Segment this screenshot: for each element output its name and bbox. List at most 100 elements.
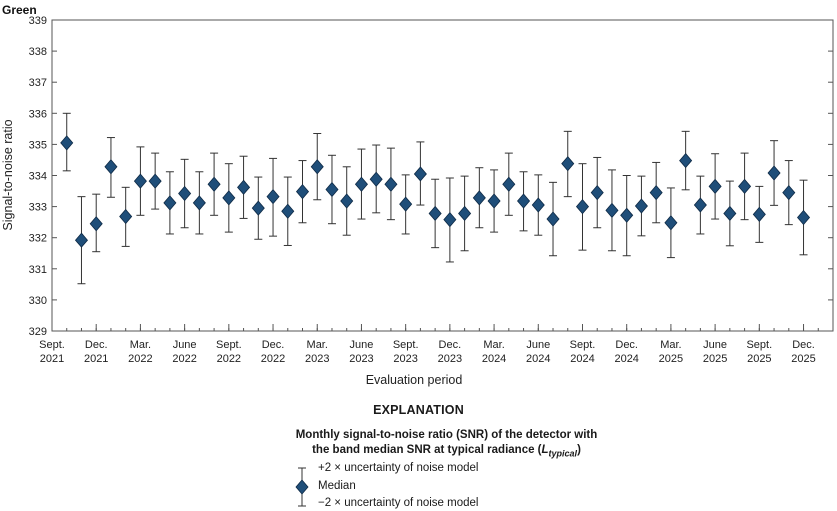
x-tick-label: Sept. bbox=[393, 339, 419, 351]
median-marker bbox=[634, 198, 648, 214]
median-marker bbox=[89, 216, 103, 232]
data-point bbox=[60, 112, 74, 172]
x-tick-label: Sept. bbox=[216, 339, 242, 351]
legend-median-label: Median bbox=[318, 480, 356, 492]
data-point bbox=[119, 186, 133, 247]
caption-line-2-suffix: ) bbox=[577, 444, 581, 456]
x-tick-label: Sept. bbox=[39, 339, 65, 351]
x-tick-label-year: 2021 bbox=[84, 353, 108, 365]
data-point bbox=[458, 175, 472, 252]
x-tick-label-year: 2023 bbox=[393, 353, 417, 365]
data-point bbox=[634, 175, 648, 237]
data-point bbox=[295, 160, 310, 224]
data-point bbox=[192, 171, 206, 235]
median-marker bbox=[178, 185, 192, 202]
median-marker bbox=[207, 176, 221, 192]
data-point bbox=[104, 137, 118, 198]
data-point bbox=[237, 155, 251, 219]
y-axis-title: Signal-to-noise ratio bbox=[1, 119, 15, 230]
data-point bbox=[664, 187, 678, 259]
median-marker bbox=[310, 159, 324, 175]
median-marker bbox=[354, 176, 368, 192]
x-tick-label-year: 2022 bbox=[217, 353, 241, 365]
median-marker bbox=[649, 184, 663, 201]
data-point bbox=[369, 144, 383, 214]
median-marker bbox=[561, 156, 575, 172]
x-axis: Sept. 2021 Dec. 2021 Mar. 2022 June 2022 Sept. 20… bbox=[39, 324, 834, 365]
median-marker bbox=[340, 193, 354, 209]
data-point bbox=[413, 141, 427, 206]
x-tick-label: Sept. bbox=[570, 339, 596, 351]
data-point bbox=[679, 130, 693, 191]
x-tick-label-year: 2025 bbox=[659, 353, 683, 365]
y-tick-label: 331 bbox=[29, 264, 47, 276]
data-point bbox=[605, 169, 619, 252]
data-point bbox=[561, 130, 575, 198]
median-marker bbox=[399, 196, 413, 212]
median-marker bbox=[738, 178, 752, 194]
median-marker bbox=[767, 165, 781, 181]
x-tick-label: Mar. bbox=[660, 339, 681, 351]
data-point bbox=[89, 193, 103, 253]
x-tick-label-year: 2024 bbox=[614, 353, 638, 365]
data-point bbox=[782, 160, 796, 226]
data-points bbox=[60, 112, 811, 285]
x-tick-label-year: 2021 bbox=[40, 353, 64, 365]
y-tick-label: 339 bbox=[29, 15, 47, 27]
data-point bbox=[797, 179, 811, 256]
median-marker bbox=[413, 166, 427, 182]
data-point bbox=[767, 140, 781, 206]
data-point bbox=[708, 153, 722, 220]
median-marker bbox=[679, 152, 693, 169]
data-point bbox=[443, 177, 457, 263]
explanation-heading: EXPLANATION bbox=[373, 403, 464, 417]
caption-symbol: L bbox=[541, 444, 549, 456]
data-point bbox=[546, 181, 560, 257]
median-marker bbox=[546, 211, 560, 227]
data-point bbox=[723, 180, 737, 247]
median-marker bbox=[605, 202, 619, 218]
median-marker bbox=[620, 207, 634, 223]
x-tick-label: Dec. bbox=[439, 339, 462, 351]
y-tick-label: 337 bbox=[29, 77, 47, 89]
x-tick-label: Dec. bbox=[792, 339, 815, 351]
x-tick-label: Mar. bbox=[483, 339, 504, 351]
caption-line-2-prefix: the band median SNR at typical radiance … bbox=[312, 444, 542, 456]
x-tick-label: June bbox=[173, 339, 197, 351]
data-point bbox=[148, 152, 162, 210]
y-tick-label: 338 bbox=[29, 46, 47, 58]
median-marker bbox=[60, 135, 74, 151]
median-marker bbox=[517, 193, 531, 209]
x-tick-label-year: 2025 bbox=[703, 353, 727, 365]
median-marker bbox=[222, 190, 236, 206]
y-tick-label: 336 bbox=[29, 108, 47, 120]
median-marker bbox=[443, 212, 457, 228]
median-marker bbox=[281, 203, 295, 219]
data-point bbox=[502, 152, 516, 216]
median-marker bbox=[295, 184, 310, 200]
data-point bbox=[178, 158, 192, 229]
data-point bbox=[163, 171, 177, 235]
data-point bbox=[207, 152, 221, 216]
median-marker bbox=[531, 197, 545, 213]
caption-line-1: Monthly signal-to-noise ratio (SNR) of t… bbox=[295, 429, 598, 441]
median-marker bbox=[251, 200, 265, 216]
explanation-caption: Monthly signal-to-noise ratio (SNR) of t… bbox=[0, 428, 837, 461]
median-marker bbox=[502, 176, 516, 192]
x-tick-label: Dec. bbox=[85, 339, 108, 351]
x-tick-label-year: 2025 bbox=[747, 353, 771, 365]
median-marker bbox=[472, 190, 486, 206]
x-tick-label-year: 2025 bbox=[791, 353, 815, 365]
x-tick-label-year: 2023 bbox=[349, 353, 373, 365]
chart: Green 329330331332333334335336337338339 … bbox=[1, 3, 834, 387]
median-marker bbox=[384, 176, 398, 192]
data-point bbox=[428, 178, 442, 249]
y-tick-label: 334 bbox=[29, 171, 47, 183]
data-point bbox=[384, 147, 398, 221]
median-marker bbox=[723, 205, 737, 222]
median-marker bbox=[237, 179, 251, 195]
x-tick-label: Mar. bbox=[130, 339, 151, 351]
x-axis-title: Evaluation period bbox=[366, 373, 463, 387]
y-tick-label: 329 bbox=[29, 326, 47, 338]
legend-lower-label: −2 × uncertainty of noise model bbox=[318, 497, 479, 509]
